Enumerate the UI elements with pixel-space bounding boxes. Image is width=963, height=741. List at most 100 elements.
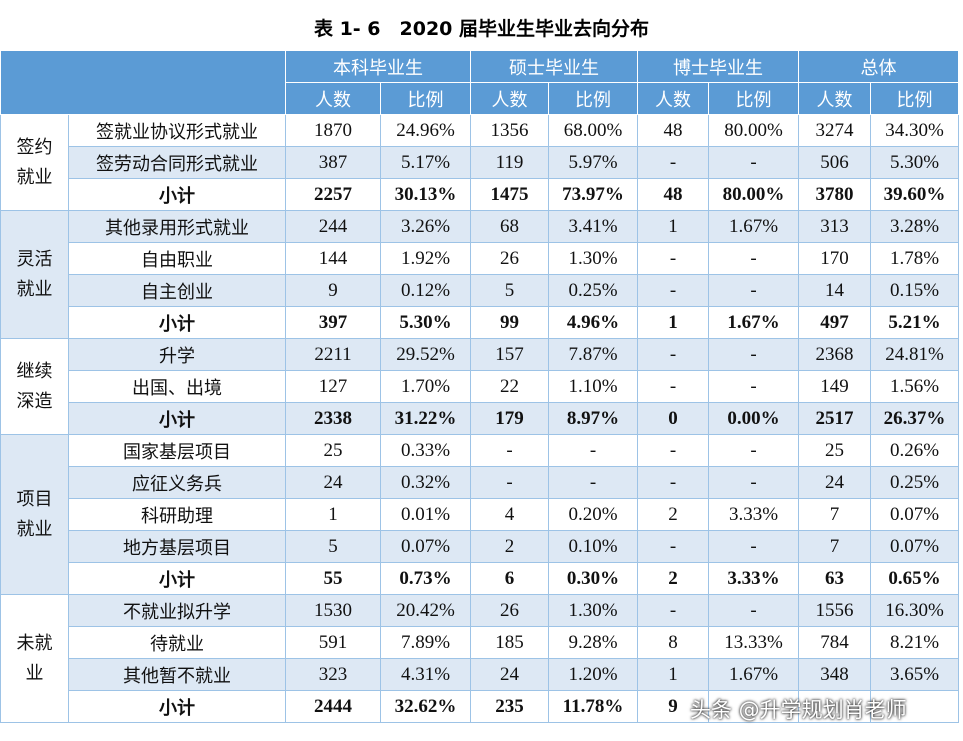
cell xyxy=(870,690,959,723)
cell: 1556 xyxy=(798,594,871,627)
cell: - xyxy=(548,434,638,467)
section-label-line: 灵活 xyxy=(16,248,53,270)
cell: 0.32% xyxy=(380,466,471,499)
cell: 26 xyxy=(470,594,549,627)
cell: 1 xyxy=(285,498,381,531)
data-row: 自主创业 9 0.12% 5 0.25% - -14 0.15% xyxy=(1,274,959,307)
cell: - xyxy=(708,242,799,275)
cell: 5.21% xyxy=(870,306,959,339)
cell: 11.78% xyxy=(548,690,638,723)
watermark: 头条 @升学规划肖老师 xyxy=(690,698,907,722)
header-row: 本科毕业生 硕士毕业生 博士毕业生 总体 xyxy=(0,50,959,115)
cell: 8.97% xyxy=(548,402,638,435)
row-label: 科研助理 xyxy=(68,498,286,531)
cell: 3780 xyxy=(798,178,871,211)
row-label: 小计 xyxy=(68,562,286,595)
sub-header: 人数 xyxy=(798,82,871,115)
row-label: 小计 xyxy=(68,178,286,211)
cell: 185 xyxy=(470,626,549,659)
data-row: 科研助理 1 0.01% 4 0.20% 2 3.33% 7 0.07% xyxy=(1,498,959,531)
section-label-line: 就业 xyxy=(16,518,53,540)
sub-header: 人数 xyxy=(637,82,709,115)
row-label: 应征义务兵 xyxy=(68,466,286,499)
row-label: 小计 xyxy=(68,690,286,723)
cell: 0.65% xyxy=(870,562,959,595)
cell: 9.28% xyxy=(548,626,638,659)
cell: 0.25% xyxy=(870,466,959,499)
data-row: 应征义务兵 24 0.32% - - - -24 0.25% xyxy=(1,466,959,499)
row-label: 出国、出境 xyxy=(68,370,286,403)
group-header: 硕士毕业生 xyxy=(470,50,638,83)
cell: 24.96% xyxy=(380,114,471,147)
cell: 20.42% xyxy=(380,594,471,627)
subtotal-row: 小计 2444 32.62% 235 11.78% 9 xyxy=(1,690,959,723)
cell: 1.30% xyxy=(548,594,638,627)
cell: 68.00% xyxy=(548,114,638,147)
cell: 0.33% xyxy=(380,434,471,467)
cell: 34.30% xyxy=(870,114,959,147)
cell: - xyxy=(637,338,709,371)
cell: 29.52% xyxy=(380,338,471,371)
cell: 2338 xyxy=(285,402,381,435)
cell: 179 xyxy=(470,402,549,435)
cell: 0.15% xyxy=(870,274,959,307)
cell: 1475 xyxy=(470,178,549,211)
sub-header: 比例 xyxy=(870,82,959,115)
row-label: 地方基层项目 xyxy=(68,530,286,563)
cell: 8.21% xyxy=(870,626,959,659)
cell: 0.12% xyxy=(380,274,471,307)
cell: 387 xyxy=(285,146,381,179)
cell: 1870 xyxy=(285,114,381,147)
row-label: 签劳动合同形式就业 xyxy=(68,146,286,179)
cell: 32.62% xyxy=(380,690,471,723)
cell: - xyxy=(637,242,709,275)
cell: 63 xyxy=(798,562,871,595)
subtotal-row: 小计 2338 31.22% 179 8.97% 0 0.00% 2517 26.37% xyxy=(1,402,959,435)
section-label: 灵活 就业 xyxy=(0,210,69,339)
cell: 3.65% xyxy=(870,658,959,691)
cell: 1 xyxy=(637,306,709,339)
cell: 170 xyxy=(798,242,871,275)
cell: 14 xyxy=(798,274,871,307)
cell: 24.81% xyxy=(870,338,959,371)
section-label-line: 未就 xyxy=(16,632,53,654)
cell: 68 xyxy=(470,210,549,243)
row-label: 小计 xyxy=(68,306,286,339)
cell: - xyxy=(470,434,549,467)
cell: 24 xyxy=(285,466,381,499)
cell: 0 xyxy=(637,402,709,435)
cell: 348 xyxy=(798,658,871,691)
subtotal-row: 小计 55 0.73% 6 0.30% 2 3.33% 63 0.65% xyxy=(1,562,959,595)
section-label: 继续 深造 xyxy=(0,338,69,435)
cell: - xyxy=(708,434,799,467)
cell: 8 xyxy=(637,626,709,659)
row-label: 国家基层项目 xyxy=(68,434,286,467)
data-row: 出国、出境 127 1.70% 22 1.10% - -149 1.56% xyxy=(1,370,959,403)
sub-header: 比例 xyxy=(708,82,799,115)
header-row: 人数 比例 人数 比例 人数 比例 人数 比例 xyxy=(1,82,959,115)
cell: 3.33% xyxy=(708,562,799,595)
cell: 0.07% xyxy=(870,530,959,563)
cell: 0.30% xyxy=(548,562,638,595)
subtotal-row: 小计 397 5.30% 99 4.96% 1 1.67% 497 5.21% xyxy=(1,306,959,339)
cell: - xyxy=(637,594,709,627)
cell: 25 xyxy=(285,434,381,467)
cell: 3274 xyxy=(798,114,871,147)
section-label-line: 深造 xyxy=(16,390,53,412)
cell: - xyxy=(637,146,709,179)
cell: 2368 xyxy=(798,338,871,371)
cell: 5.30% xyxy=(870,146,959,179)
cell: - xyxy=(637,274,709,307)
data-row: 地方基层项目 5 0.07% 2 0.10% - -7 0.07% xyxy=(1,530,959,563)
cell: - xyxy=(708,338,799,371)
cell: 0.00% xyxy=(708,402,799,435)
table-title: 表 1- 6 2020 届毕业生毕业去向分布 xyxy=(313,18,650,40)
cell: 1530 xyxy=(285,594,381,627)
section-label-line: 就业 xyxy=(16,166,53,188)
cell: 0.73% xyxy=(380,562,471,595)
cell: 2517 xyxy=(798,402,871,435)
cell: - xyxy=(708,146,799,179)
cell: 5 xyxy=(285,530,381,563)
cell: - xyxy=(637,466,709,499)
